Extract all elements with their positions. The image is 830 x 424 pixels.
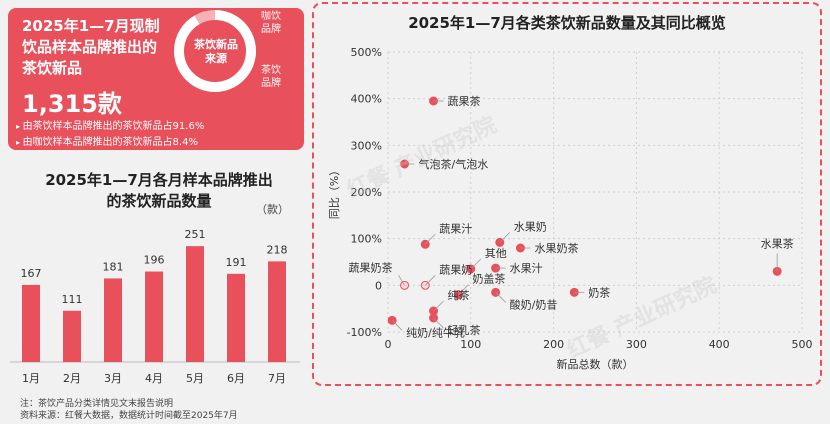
point-label: 蔬果汁 (439, 222, 472, 235)
point-label: 水果茶 (761, 237, 794, 250)
bar (268, 261, 286, 362)
notes: 注：茶饮产品分类详情见文末报告说明 (20, 398, 173, 410)
bar-value-label: 196 (144, 254, 165, 267)
summary-bullets: 由茶饮样本品牌推出的茶饮新品占91.6% 由咖饮样本品牌推出的茶饮新品占8.4% (16, 119, 205, 151)
source-donut (174, 10, 256, 92)
point-label: 水果奶 (514, 219, 547, 233)
donut-label-tea: 茶饮 品牌 (261, 65, 281, 89)
point-label: 水果奶茶 (534, 241, 578, 255)
summary-card: 2025年1—7月现制 饮品样本品牌推出的 茶饮新品 1,315款 由茶饮样本品… (8, 8, 304, 150)
x-tick-label: 300 (626, 338, 647, 351)
y-axis-label: 同比（%） (328, 165, 341, 219)
bar-value-label: 191 (226, 256, 247, 269)
y-tick-label: 100% (351, 233, 382, 246)
label-leader (433, 300, 444, 312)
y-tick-label: 400% (351, 93, 382, 106)
donut-center-label: 茶饮新品 来源 (194, 38, 238, 65)
label-leader (433, 317, 444, 329)
point-label: 蔬果奶 (439, 262, 472, 276)
point-label: 蔬果茶 (448, 95, 481, 108)
note-line: 注：茶饮产品分类详情见文末报告说明 (20, 399, 174, 409)
y-tick-label: -100% (347, 326, 382, 339)
point-label: 酸奶/奶昔 (510, 297, 558, 311)
label-leader (424, 233, 436, 245)
label-leader (470, 258, 482, 270)
scatter-panel (312, 2, 822, 386)
point-label: 气泡茶/气泡水 (419, 157, 489, 171)
bar-category-label: 7月 (268, 372, 286, 385)
label-leader (495, 292, 506, 303)
x-tick-label: 200 (543, 338, 564, 351)
donut-label-coffee: 咖饮 品牌 (261, 11, 281, 35)
x-axis-label: 新品总数（款） (557, 357, 634, 371)
scatter-title: 2025年1—7月各类茶饮新品数量及其同比概览 (408, 14, 726, 32)
point-label: 纯奶/纯牛乳 (406, 325, 465, 339)
summary-bullet: 由茶饮样本品牌推出的茶饮新品占91.6% (16, 119, 205, 135)
bar (186, 246, 204, 362)
monthly-bar-chart: 167 1月 111 2月 181 3月 196 4月 251 5月 191 6月 218 7月 (10, 228, 300, 385)
summary-total: 1,315款 (22, 90, 122, 118)
bar-category-label: 2月 (63, 372, 81, 385)
bar (227, 273, 245, 362)
label-leader (499, 232, 511, 243)
bar-value-label: 218 (267, 243, 288, 256)
bar-value-label: 181 (103, 260, 124, 273)
point-label: 蔬果奶茶 (349, 260, 393, 274)
point-label: 奶茶 (588, 285, 610, 299)
donut-slice-coffee (174, 10, 256, 92)
label-leader (458, 284, 469, 295)
y-tick-label: 0 (375, 279, 382, 292)
bar (63, 310, 81, 362)
bar-value-label: 111 (62, 293, 83, 306)
y-tick-label: 200% (351, 186, 382, 199)
bar-value-label: 167 (21, 267, 42, 280)
point-label: 其他 (485, 247, 507, 260)
point-label: 轻乳茶 (448, 323, 481, 337)
bar-category-label: 6月 (227, 372, 245, 385)
bar (104, 278, 122, 362)
x-tick-label: 0 (385, 338, 392, 351)
y-tick-label: 300% (351, 139, 382, 152)
bar-chart-title: 2025年1—7月各月样本品牌推出 的茶饮新品数量 (45, 171, 273, 210)
source-note: 资料来源：红餐大数据，数据统计时间截至2025年7月 (20, 410, 238, 422)
x-tick-label: 400 (709, 338, 730, 351)
bar-category-label: 4月 (145, 372, 163, 385)
label-leader (391, 320, 403, 331)
bar-value-label: 251 (185, 228, 206, 241)
point-label: 纯茶 (448, 289, 470, 302)
y-tick-label: 500% (351, 46, 382, 59)
bar-chart-unit: （款） (256, 203, 289, 216)
summary-title: 2025年1—7月现制 饮品样本品牌推出的 茶饮新品 (22, 17, 160, 77)
bar-category-label: 1月 (22, 372, 40, 385)
label-leader (424, 275, 436, 286)
x-tick-label: 500 (792, 338, 813, 351)
label-leader (398, 275, 405, 286)
point-label: 水果汁 (510, 262, 543, 275)
bar (145, 271, 163, 362)
point-label: 奶盖茶 (472, 272, 505, 286)
summary-bullet: 由咖饮样本品牌推出的茶饮新品占8.4% (16, 135, 204, 151)
bar-category-label: 3月 (104, 372, 122, 385)
x-tick-label: 100 (460, 338, 481, 351)
source-line: 资料来源：红餐大数据，数据统计时间截至2025年7月 (20, 411, 238, 421)
bar (22, 284, 40, 362)
bar-category-label: 5月 (186, 372, 204, 385)
